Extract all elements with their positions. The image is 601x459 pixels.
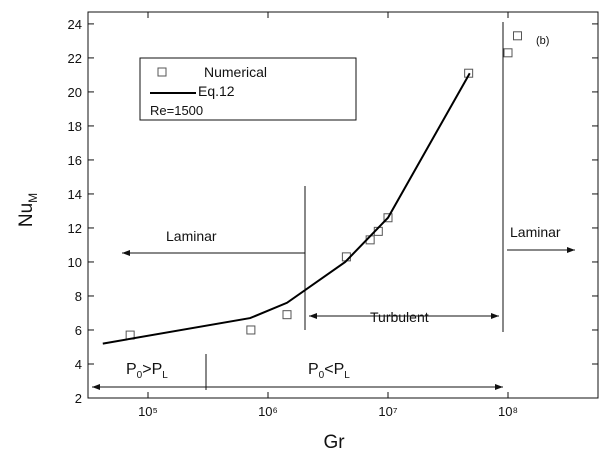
annotation: P0>PL [126,361,168,381]
y-axis-title: NuM [16,193,40,227]
data-point [503,48,513,58]
x-tick-label: 10⁶ [258,404,278,419]
y-tick-label: 22 [68,51,82,66]
line [102,72,471,345]
plot-frame [87,11,599,399]
ann-part: >P [142,361,162,378]
ann-part: L [162,370,168,381]
y-tick-label: 18 [68,119,82,134]
ann-part: P [126,361,137,378]
y-title-main: Nu [16,203,37,227]
ann-part: L [344,370,350,381]
x-tick-label: 10⁵ [138,404,158,419]
x-tick-label: 10⁸ [498,404,518,419]
annotation: P0<PL [308,361,350,381]
annotation: Laminar [510,224,561,240]
data-point [282,310,292,320]
legend-label: Eq.12 [198,83,235,99]
annotation: Turbulent [370,309,429,325]
panel-label: (b) [536,35,549,47]
y-tick-label: 4 [75,357,82,372]
y-tick-label: 14 [68,187,82,202]
y-tick-label: 20 [68,85,82,100]
ann-part: 0 [319,370,325,381]
annotation: Re=1500 [150,103,203,118]
y-tick-label: 8 [75,289,82,304]
ann-part: 0 [137,370,143,381]
x-tick-label: 10⁷ [378,404,397,419]
y-tick-label: 2 [75,391,82,406]
y-title-sub: M [26,193,40,203]
ann-part: <P [324,361,344,378]
y-tick-label: 24 [68,17,82,32]
y-tick-label: 6 [75,323,82,338]
legend-marker [157,67,167,77]
legend-box [139,57,357,121]
x-axis-title: Gr [323,432,345,453]
y-tick-label: 16 [68,153,82,168]
legend-label: Numerical [204,64,267,80]
data-point [513,31,523,41]
y-tick-label: 12 [68,221,82,236]
annotation: Laminar [166,228,217,244]
y-tick-label: 10 [68,255,82,270]
ann-part: P [308,361,319,378]
data-point [246,325,256,335]
